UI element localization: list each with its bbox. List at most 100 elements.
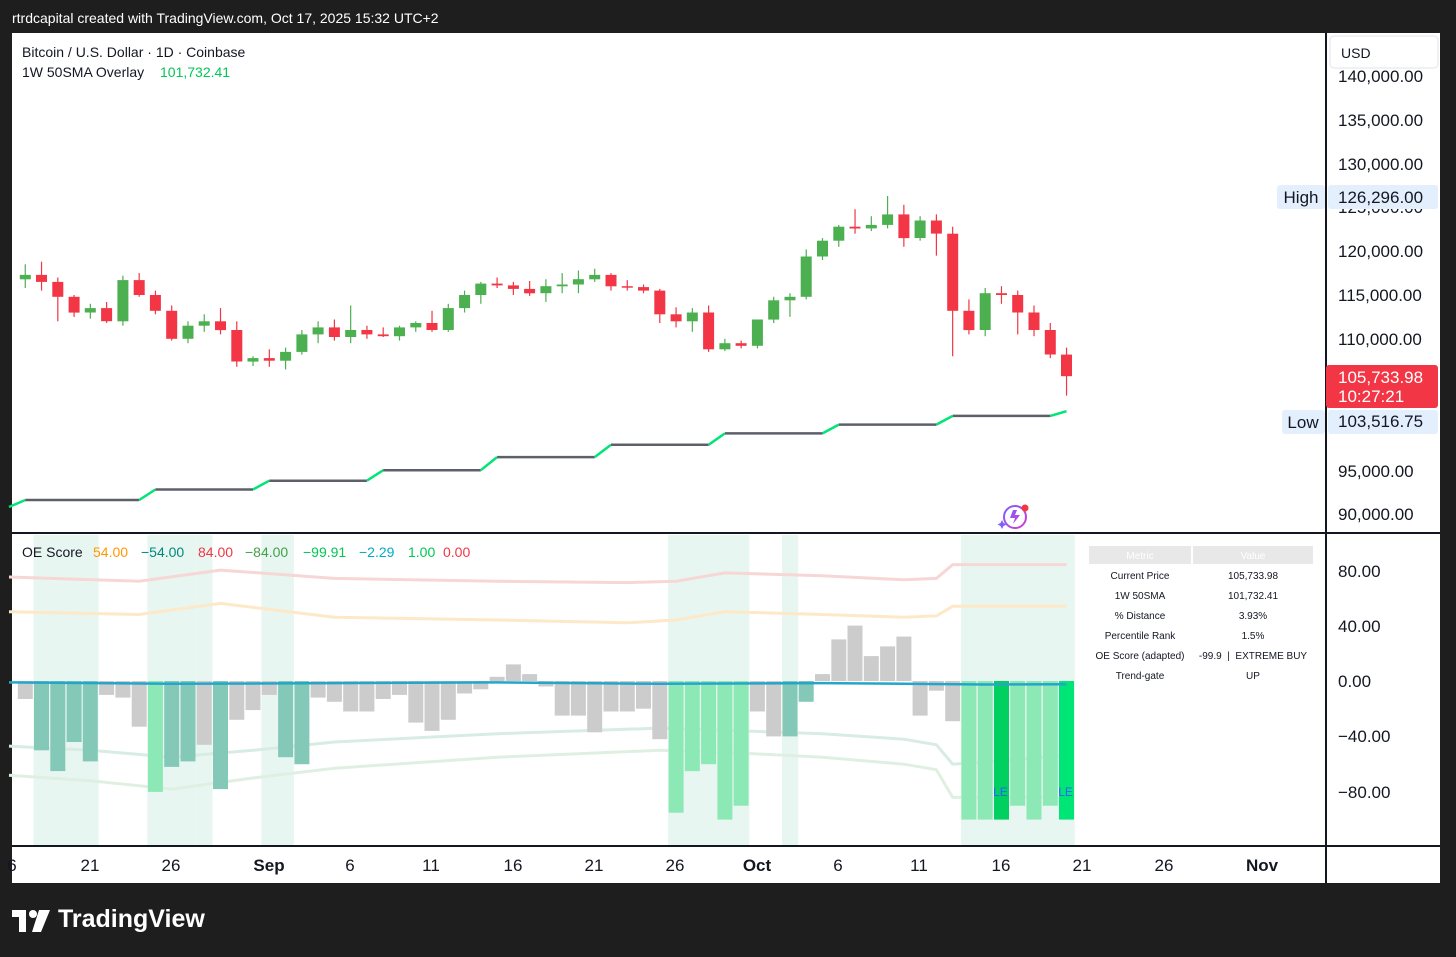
candle-12 bbox=[198, 314, 210, 332]
bar-countdown: 10:27:21 bbox=[1338, 387, 1404, 406]
osc-bar-61 bbox=[994, 681, 1009, 820]
osc-bar-24 bbox=[392, 681, 407, 695]
osc-signal-61: LE bbox=[993, 785, 1008, 799]
time-label-7: 21 bbox=[585, 856, 604, 875]
candlestick-series bbox=[19, 196, 1072, 396]
osc-bar-42 bbox=[684, 681, 700, 772]
candle-9 bbox=[149, 290, 161, 315]
osc-bar-48 bbox=[782, 681, 798, 737]
candle-22 bbox=[361, 325, 373, 339]
osc-bar-63 bbox=[1026, 681, 1042, 820]
osc-band-54 bbox=[8, 601, 1067, 625]
candle-25 bbox=[410, 321, 422, 332]
osc-bar-64 bbox=[1042, 681, 1058, 806]
oscillator-histogram bbox=[17, 625, 1074, 820]
time-label-10: 6 bbox=[833, 856, 842, 875]
overlay-label[interactable]: 1W 50SMA Overlay bbox=[22, 64, 144, 80]
osc-value-4: −84.00 bbox=[245, 544, 288, 560]
candle-10 bbox=[166, 305, 178, 341]
high-label: High bbox=[1284, 188, 1319, 207]
osc-value-3: 84.00 bbox=[198, 544, 233, 560]
osc-tick-80: 80.00 bbox=[1338, 562, 1381, 581]
osc-bar-30 bbox=[489, 676, 505, 681]
candle-36 bbox=[589, 268, 601, 282]
osc-band-neg84 bbox=[8, 748, 1067, 799]
ai-assistant-icon[interactable] bbox=[997, 504, 1029, 530]
osc-bar-57 bbox=[928, 681, 944, 691]
osc-bar-46 bbox=[749, 681, 765, 712]
price-tick-110000: 110,000.00 bbox=[1338, 330, 1422, 349]
oscillator-legend[interactable]: OE Score 54.00 −54.00 84.00 −84.00 −99.9… bbox=[22, 544, 470, 560]
stats-metric-1: 1W 50SMA bbox=[1115, 591, 1166, 602]
sma-segment-12 bbox=[707, 432, 726, 446]
brand-name[interactable]: TradingView bbox=[58, 905, 205, 933]
osc-bar-65 bbox=[1059, 681, 1074, 820]
osc-bar-51 bbox=[831, 639, 847, 681]
candle-45 bbox=[735, 340, 747, 349]
symbol-line[interactable]: Bitcoin / U.S. Dollar · 1D · Coinbase bbox=[22, 44, 246, 60]
candle-17 bbox=[280, 347, 292, 370]
osc-bar-38 bbox=[619, 681, 635, 712]
osc-bar-59 bbox=[961, 681, 977, 820]
candle-26 bbox=[426, 310, 438, 332]
time-label-15: Nov bbox=[1246, 856, 1279, 875]
last-price: 105,733.98 bbox=[1338, 368, 1423, 387]
osc-bar-44 bbox=[717, 681, 733, 820]
osc-bar-17 bbox=[278, 681, 294, 758]
candle-31 bbox=[507, 281, 519, 295]
osc-bar-43 bbox=[701, 681, 717, 765]
time-label-5: 11 bbox=[422, 856, 440, 875]
osc-bar-9 bbox=[147, 681, 163, 792]
price-axis[interactable]: USD 140,000.00 135,000.00 130,000.00 125… bbox=[1277, 35, 1439, 524]
time-axis[interactable]: 6 21 26 Sep 6 11 16 21 26 Oct 6 11 16 21 26 Nov bbox=[7, 856, 1278, 875]
high-value: 126,296.00 bbox=[1338, 188, 1423, 207]
currency-button[interactable] bbox=[1329, 35, 1439, 69]
osc-bar-7 bbox=[115, 681, 131, 698]
osc-bar-27 bbox=[440, 681, 456, 720]
osc-bar-1 bbox=[17, 681, 33, 699]
sma-segment-2 bbox=[138, 488, 157, 502]
stats-metric-0: Current Price bbox=[1111, 571, 1170, 582]
time-label-14: 26 bbox=[1155, 856, 1174, 875]
time-label-11: 11 bbox=[910, 856, 928, 875]
candle-43 bbox=[703, 305, 715, 352]
osc-bar-3 bbox=[50, 681, 66, 772]
osc-bar-60 bbox=[977, 681, 993, 820]
price-tick-115000: 115,000.00 bbox=[1338, 286, 1422, 305]
osc-bar-56 bbox=[912, 681, 928, 716]
tradingview-logo-icon[interactable] bbox=[12, 910, 52, 932]
osc-bar-26 bbox=[424, 681, 440, 731]
osc-bar-55 bbox=[896, 636, 912, 681]
osc-band-84 bbox=[8, 563, 1067, 585]
last-price-box bbox=[1326, 365, 1438, 408]
candle-48 bbox=[784, 293, 796, 317]
candle-46 bbox=[751, 319, 763, 349]
osc-bar-2 bbox=[34, 681, 49, 751]
candle-21 bbox=[345, 305, 357, 344]
candle-60 bbox=[979, 288, 991, 337]
candle-57 bbox=[930, 214, 942, 256]
candle-40 bbox=[654, 288, 666, 323]
sma-segment-10 bbox=[593, 443, 612, 459]
stats-value-0: 105,733.98 bbox=[1228, 571, 1278, 582]
time-label-3: Sep bbox=[253, 856, 284, 875]
stats-metric-4: OE Score (adapted) bbox=[1096, 651, 1185, 662]
candle-24 bbox=[394, 325, 405, 341]
time-label-2: 26 bbox=[162, 856, 181, 875]
candle-65 bbox=[1061, 347, 1072, 396]
sma-segment-6 bbox=[366, 469, 384, 482]
osc-bar-8 bbox=[131, 681, 147, 727]
time-label-13: 21 bbox=[1073, 856, 1092, 875]
stats-value-3: 1.5% bbox=[1242, 631, 1265, 642]
candle-56 bbox=[914, 216, 926, 241]
osc-bar-50 bbox=[815, 674, 830, 681]
candle-63 bbox=[1028, 305, 1040, 337]
osc-bar-40 bbox=[652, 681, 668, 740]
osc-bar-15 bbox=[245, 681, 261, 711]
oscillator-title[interactable]: OE Score bbox=[22, 544, 83, 560]
candle-33 bbox=[540, 279, 552, 302]
stats-metric-2: % Distance bbox=[1115, 611, 1166, 622]
oscillator-axis[interactable]: 80.00 40.00 0.00 −40.00 −80.00 bbox=[1338, 562, 1390, 802]
osc-bar-23 bbox=[375, 681, 391, 699]
